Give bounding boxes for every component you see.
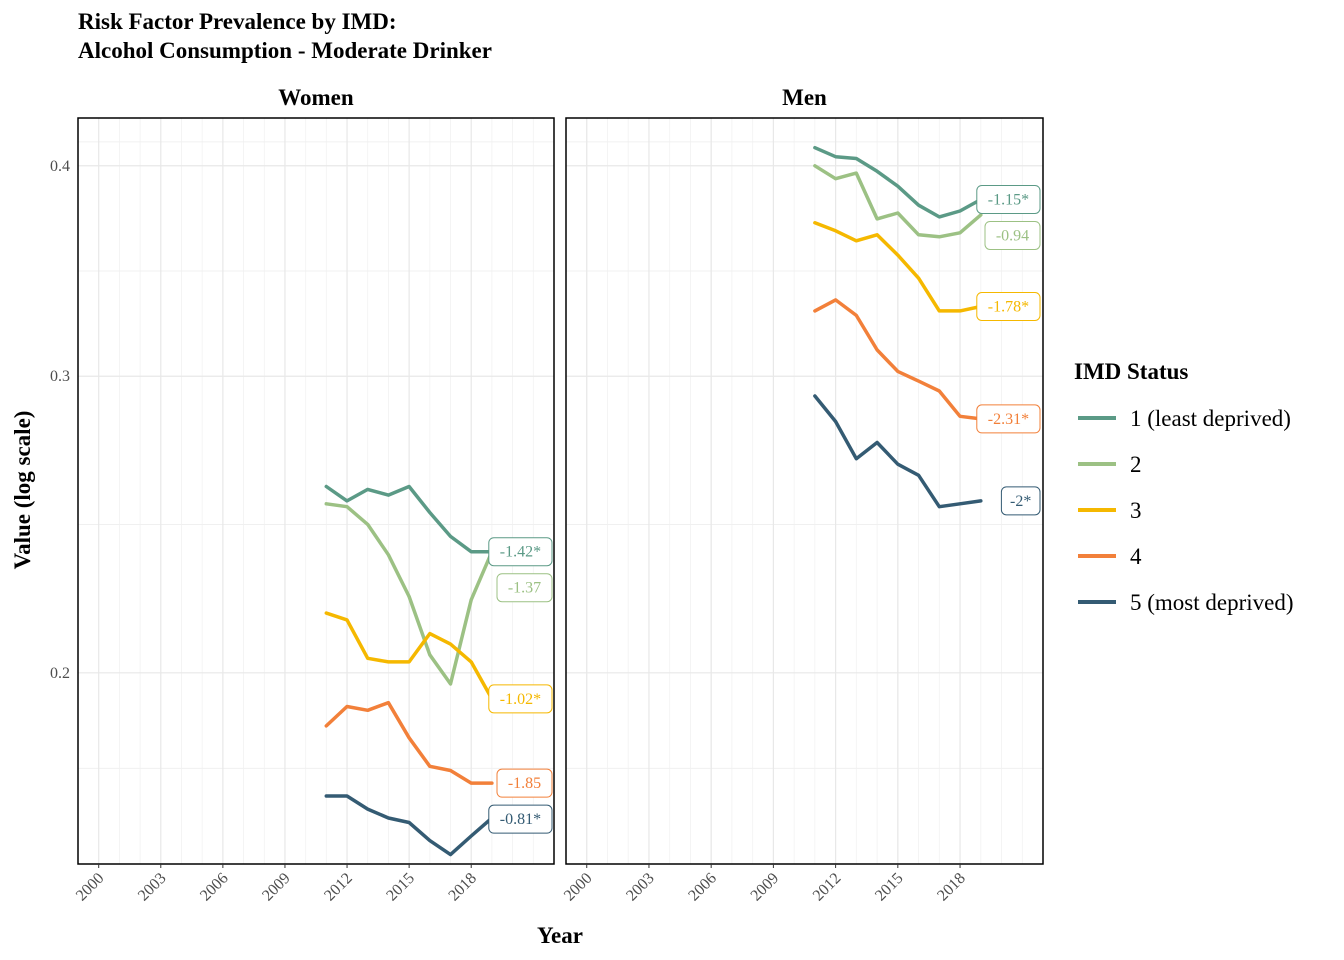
end-label-box — [1000, 486, 1041, 516]
end-label: -1.85 — [508, 775, 541, 792]
panel-border — [77, 117, 555, 865]
y-tick-label: 0.3 — [50, 368, 70, 385]
series-line — [324, 700, 494, 785]
x-axis-title: Year — [537, 923, 583, 948]
series-line — [813, 145, 983, 219]
legend-label: 2 — [1130, 452, 1142, 477]
panel-border — [565, 117, 1044, 865]
end-label: -1.37 — [508, 580, 541, 597]
end-label: -1.15* — [988, 191, 1029, 208]
series-line — [324, 484, 494, 554]
series-line — [813, 164, 983, 239]
end-label-box — [984, 220, 1041, 250]
legend-label: 1 (least deprived) — [1130, 406, 1291, 431]
end-label: -2.31* — [988, 411, 1029, 428]
x-tick-label: 2003 — [135, 870, 170, 905]
end-label: -0.81* — [500, 811, 541, 828]
x-tick-label: 2018 — [445, 870, 480, 905]
x-tick-label: 2000 — [73, 870, 108, 905]
end-label: -1.42* — [500, 544, 541, 561]
x-tick-label: 2003 — [623, 870, 658, 905]
end-label: -2* — [1010, 493, 1031, 510]
legend-label: 5 (most deprived) — [1130, 590, 1294, 615]
y-axis-title: Value (log scale) — [10, 411, 35, 570]
end-label-box — [976, 291, 1041, 321]
end-label-box — [976, 184, 1041, 214]
series-line — [324, 794, 494, 857]
end-label: -0.94 — [996, 227, 1029, 244]
legend-label: 4 — [1130, 544, 1142, 569]
chart-title-line2: Alcohol Consumption - Moderate Drinker — [78, 38, 492, 63]
series-line — [813, 221, 983, 313]
end-label-box — [488, 804, 553, 834]
end-label: -1.02* — [500, 691, 541, 708]
panel-women: Women 2000 2003 2006 2009 2012 2015 2018 0.2 0.3 0… — [50, 85, 555, 905]
x-tick-label: 2009 — [748, 870, 783, 905]
series-line — [813, 298, 983, 421]
y-tick-label: 0.4 — [50, 158, 70, 175]
end-label-box — [496, 573, 553, 603]
panel-men: Men 2000 2003 2006 2009 2012 2015 2018 -1.15* -0.… — [561, 85, 1044, 905]
end-label-box — [488, 537, 553, 567]
x-tick-label: 2006 — [685, 870, 720, 905]
x-tick-label: 2012 — [810, 870, 845, 905]
end-label-box — [496, 768, 553, 798]
x-tick-label: 2018 — [934, 870, 969, 905]
x-tick-label: 2015 — [872, 870, 907, 905]
end-label-box — [488, 684, 553, 714]
series-line — [324, 502, 494, 686]
y-tick-label: 0.2 — [50, 665, 70, 682]
x-tick-label: 2015 — [383, 870, 418, 905]
x-tick-label: 2009 — [259, 870, 294, 905]
strip-label: Men — [782, 85, 827, 110]
series-line — [324, 611, 494, 701]
strip-label: Women — [278, 85, 354, 110]
series-line — [813, 394, 983, 509]
chart-title-line1: Risk Factor Prevalence by IMD: — [78, 9, 397, 34]
end-label-box — [976, 404, 1041, 434]
legend: IMD Status 1 (least deprived) 2 3 4 5 (most … — [1074, 359, 1294, 615]
x-tick-label: 2012 — [321, 870, 356, 905]
end-label: -1.78* — [988, 298, 1029, 315]
x-tick-label: 2006 — [197, 870, 232, 905]
legend-label: 3 — [1130, 498, 1142, 523]
legend-title: IMD Status — [1074, 359, 1188, 384]
x-tick-label: 2000 — [561, 870, 596, 905]
